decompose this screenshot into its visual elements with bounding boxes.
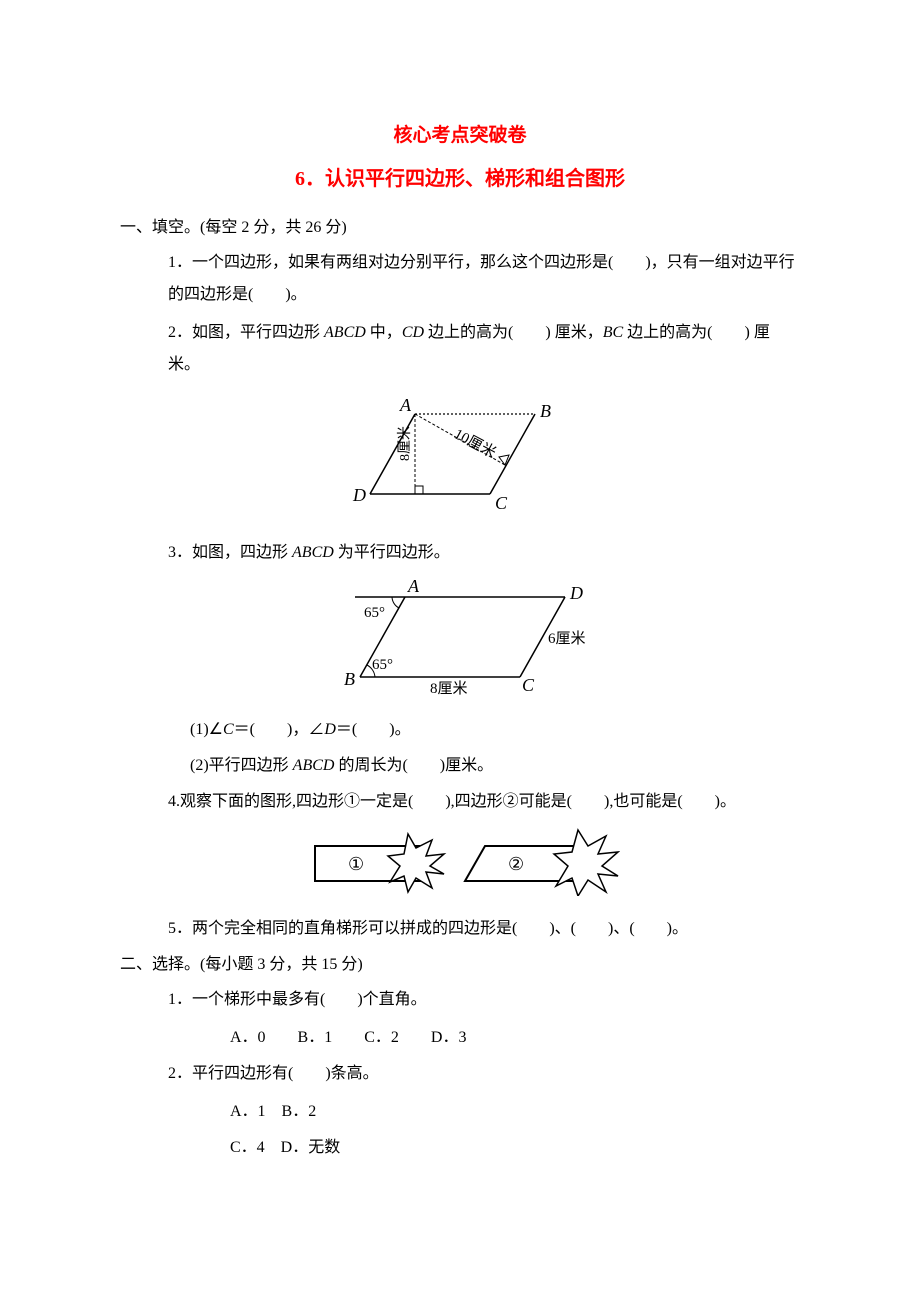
section1-header: 一、填空。(每空 2 分，共 26 分) — [120, 214, 800, 241]
fig2-bc: 8厘米 — [430, 680, 468, 697]
s2-q2-opts1: A．1 B．2 — [230, 1096, 800, 1128]
s1-q1: 1．一个四边形，如果有两组对边分别平行，那么这个四边形是( )，只有一组对边平行… — [168, 247, 800, 311]
title-main: 核心考点突破卷 — [120, 120, 800, 152]
svg-text:D: D — [352, 485, 366, 505]
section2-header: 二、选择。(每小题 3 分，共 15 分) — [120, 951, 800, 978]
s1-q5: 5．两个完全相同的直角梯形可以拼成的四边形是( )、( )、( )。 — [168, 913, 800, 945]
svg-text:B: B — [344, 669, 355, 689]
fig3-label2: ② — [508, 854, 524, 874]
svg-text:D: D — [569, 583, 583, 603]
fig2-cd: 6厘米 — [548, 630, 586, 647]
figure2-parallelogram: A D B C 65° 65° 8厘米 6厘米 — [320, 577, 600, 697]
fig1-height8: 8厘米 — [397, 426, 413, 461]
fig3-label1: ① — [348, 854, 364, 874]
s1-q2: 2．如图，平行四边形 ABCD 中，CD 边上的高为( ) 厘米，BC 边上的高… — [168, 317, 800, 381]
s1-q3: 3．如图，四边形 ABCD 为平行四边形。 — [168, 537, 800, 569]
svg-text:B: B — [540, 401, 551, 421]
s1-q4: 4.观察下面的图形,四边形①一定是( ),四边形②可能是( ),也可能是( )。 — [168, 786, 800, 818]
svg-text:C: C — [495, 493, 508, 513]
figure3-shapes: ① ② — [300, 826, 620, 896]
s1-q3-2: (2)平行四边形 ABCD 的周长为( )厘米。 — [190, 750, 800, 782]
figure1-parallelogram: A B C D 8厘米 10厘米 — [345, 389, 575, 519]
s2-q1-opts: A．0 B．1 C．2 D．3 — [230, 1022, 800, 1054]
fig2-angle1: 65° — [364, 605, 385, 621]
svg-text:A: A — [407, 577, 420, 596]
s2-q2-opts2: C．4 D．无数 — [230, 1132, 800, 1164]
fig2-angle2: 65° — [372, 657, 393, 673]
figure2-container: A D B C 65° 65° 8厘米 6厘米 — [120, 577, 800, 706]
fig1-height10: 10厘米 — [451, 426, 499, 462]
s1-q3-1: (1)∠C＝( )，∠D＝( )。 — [190, 714, 800, 746]
s2-q2: 2．平行四边形有( )条高。 — [168, 1058, 800, 1090]
s2-q1: 1．一个梯形中最多有( )个直角。 — [168, 984, 800, 1016]
figure1-container: A B C D 8厘米 10厘米 — [120, 389, 800, 528]
figure3-container: ① ② — [120, 826, 800, 905]
svg-text:C: C — [522, 675, 535, 695]
svg-text:A: A — [399, 395, 412, 415]
title-sub: 6．认识平行四边形、梯形和组合图形 — [120, 162, 800, 196]
